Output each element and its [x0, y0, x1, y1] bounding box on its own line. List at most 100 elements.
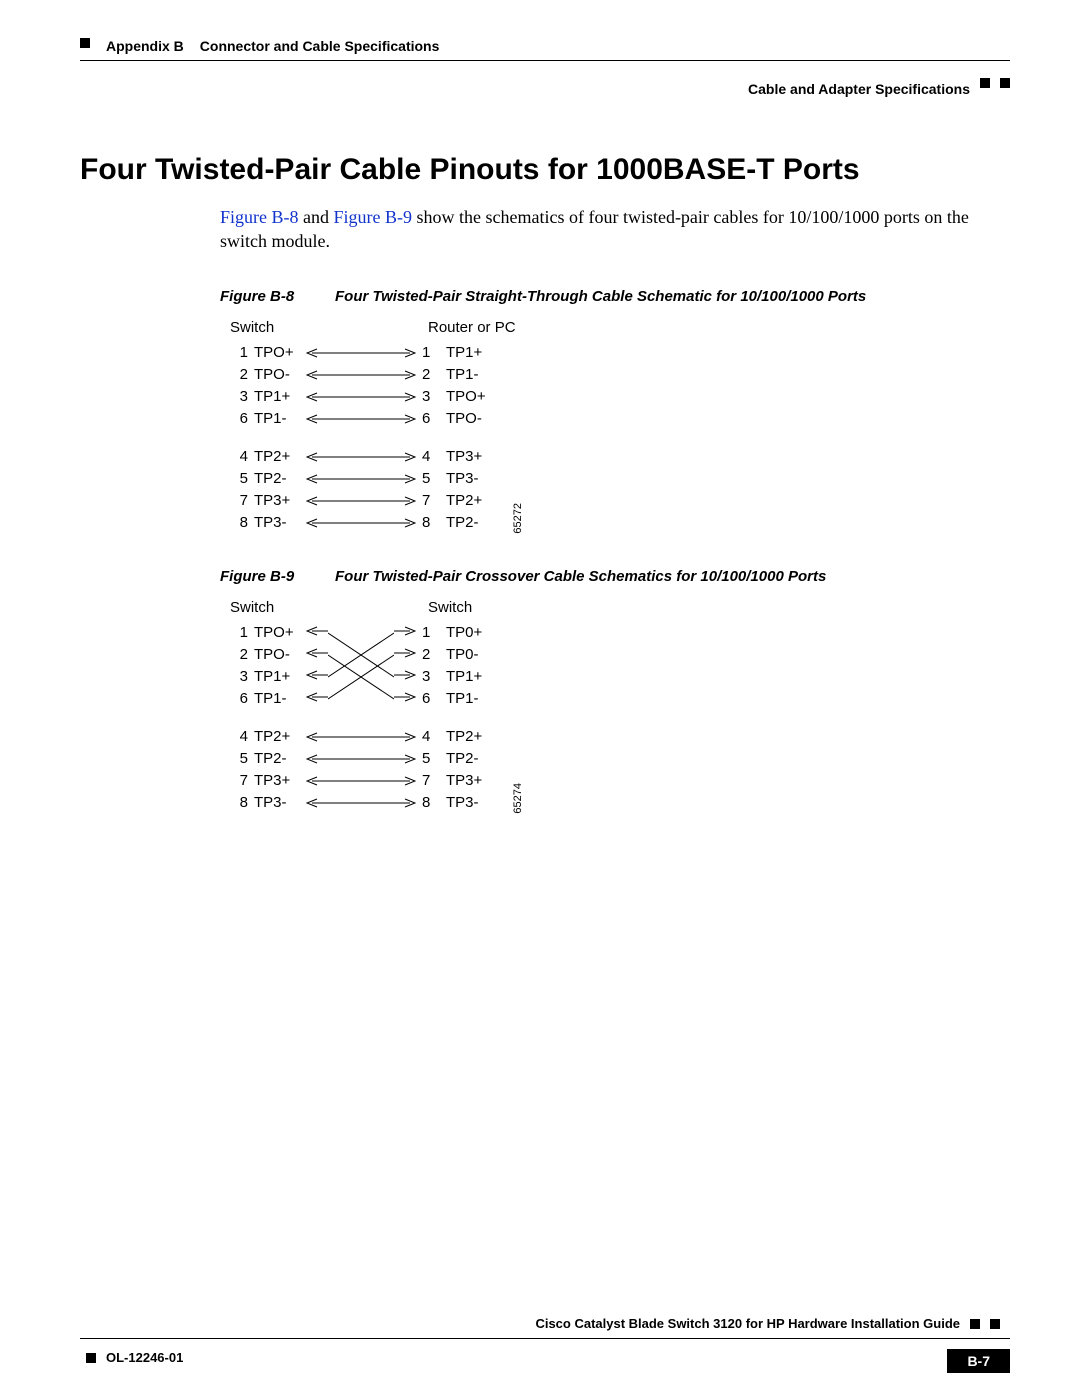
double-arrow-icon — [306, 451, 416, 463]
appendix-label: Appendix B — [106, 38, 184, 54]
right-pin: 2 — [422, 646, 440, 663]
right-signal: TP3- — [446, 470, 506, 487]
xref-figure-b9[interactable]: Figure B-9 — [334, 207, 413, 227]
footer-doc: OL-12246-01 — [106, 1350, 183, 1365]
right-signal: TP1- — [446, 366, 506, 383]
right-signal: TP0+ — [446, 624, 506, 641]
left-signal: TP1- — [254, 410, 306, 427]
left-signal: TP1- — [254, 690, 306, 707]
right-pin: 7 — [422, 772, 440, 789]
right-arrow-icon — [394, 669, 416, 681]
right-signal: TPO- — [446, 410, 506, 427]
left-arrow-icon — [306, 691, 328, 703]
double-arrow-icon — [306, 347, 416, 359]
double-arrow-icon — [306, 473, 416, 485]
header-marker3-icon — [1000, 78, 1010, 88]
double-arrow-icon — [306, 413, 416, 425]
footer-marker3-icon — [86, 1353, 96, 1363]
pin-row: 6TP1- 6TP1- — [230, 688, 1010, 710]
pin-row: 3 TP1+ 3 TPO+ — [230, 386, 1010, 408]
double-arrow-icon — [306, 775, 416, 787]
left-signal: TP1+ — [254, 388, 306, 405]
figure-number: Figure B-8 — [220, 288, 335, 305]
right-signal: TP2- — [446, 750, 506, 767]
figure-number: Figure B-9 — [220, 568, 335, 585]
header-marker2-icon — [980, 78, 990, 88]
footer-rule — [80, 1338, 1010, 1339]
double-arrow-icon — [306, 495, 416, 507]
right-signal: TP1+ — [446, 344, 506, 361]
double-arrow-icon — [306, 753, 416, 765]
pinout-diagram: SwitchRouter or PC1TPO+ 1TP1+2TPO- 2TP1-… — [230, 319, 1010, 534]
left-pin: 6 — [230, 690, 248, 707]
pin-row: 5TP2- 5TP2- — [230, 748, 1010, 770]
right-pin: 8 — [422, 514, 440, 531]
pin-row: 2TPO- 2TP0- — [230, 644, 1010, 666]
chapter-label: Connector and Cable Specifications — [200, 38, 440, 54]
left-signal: TP3+ — [254, 772, 306, 789]
pin-row: 1TPO+ 1TP1+ — [230, 342, 1010, 364]
left-pin: 2 — [230, 366, 248, 383]
right-signal: TP1+ — [446, 668, 506, 685]
left-pin: 4 — [230, 728, 248, 745]
left-pin: 1 — [230, 344, 248, 361]
right-signal: TP3+ — [446, 448, 506, 465]
xref-figure-b8[interactable]: Figure B-8 — [220, 207, 299, 227]
right-pin: 1 — [422, 344, 440, 361]
left-pin: 2 — [230, 646, 248, 663]
left-signal: TP3+ — [254, 492, 306, 509]
figure-title: Four Twisted-Pair Straight-Through Cable… — [335, 288, 866, 305]
figure-caption: Figure B-9Four Twisted-Pair Crossover Ca… — [220, 568, 1010, 585]
left-signal: TP2+ — [254, 728, 306, 745]
pin-row: 4TP2+ 4TP3+ — [230, 446, 1010, 468]
double-arrow-icon — [306, 517, 416, 529]
right-signal: TPO+ — [446, 388, 506, 405]
left-col-header: Switch — [230, 319, 318, 336]
right-pin: 3 — [422, 668, 440, 685]
section-label: Cable and Adapter Specifications — [748, 81, 970, 97]
right-pin: 4 — [422, 728, 440, 745]
figure-ref-id: 65274 — [512, 783, 524, 814]
double-arrow-icon — [306, 797, 416, 809]
double-arrow-icon — [306, 731, 416, 743]
left-arrow-icon — [306, 647, 328, 659]
left-pin: 3 — [230, 388, 248, 405]
figure-caption: Figure B-8Four Twisted-Pair Straight-Thr… — [220, 288, 1010, 305]
footer-left: OL-12246-01 — [86, 1350, 183, 1365]
right-arrow-icon — [394, 647, 416, 659]
left-pin: 5 — [230, 470, 248, 487]
left-arrow-icon — [306, 669, 328, 681]
figure-title: Four Twisted-Pair Crossover Cable Schema… — [335, 568, 826, 585]
pin-row: 8TP3- 8TP2- — [230, 512, 1010, 534]
left-signal: TP1+ — [254, 668, 306, 685]
left-signal: TP2- — [254, 470, 306, 487]
right-pin: 5 — [422, 750, 440, 767]
pin-group: 4TP2+ 4TP2+5TP2- 5TP2-7TP3+ 7TP3+8TP3- 8… — [230, 726, 1010, 814]
right-pin: 3 — [422, 388, 440, 405]
right-signal: TP3- — [446, 794, 506, 811]
intro-mid: and — [299, 207, 334, 227]
left-pin: 7 — [230, 772, 248, 789]
page-title: Four Twisted-Pair Cable Pinouts for 1000… — [80, 153, 1010, 187]
intro-paragraph: Figure B-8 and Figure B-9 show the schem… — [220, 205, 1010, 254]
left-pin: 4 — [230, 448, 248, 465]
footer-guide: Cisco Catalyst Blade Switch 3120 for HP … — [535, 1316, 960, 1331]
right-pin: 8 — [422, 794, 440, 811]
left-pin: 1 — [230, 624, 248, 641]
footer-marker-icon — [970, 1319, 980, 1329]
right-arrow-icon — [394, 691, 416, 703]
pin-row: 1TPO+ 1TP0+ — [230, 622, 1010, 644]
left-arrow-icon — [306, 625, 328, 637]
page-number: B-7 — [947, 1349, 1010, 1373]
right-pin: 2 — [422, 366, 440, 383]
footer-right: Cisco Catalyst Blade Switch 3120 for HP … — [535, 1316, 1000, 1331]
left-signal: TPO+ — [254, 624, 306, 641]
left-col-header: Switch — [230, 599, 318, 616]
right-pin: 7 — [422, 492, 440, 509]
left-signal: TP2- — [254, 750, 306, 767]
right-signal: TP3+ — [446, 772, 506, 789]
pin-row: 6TP1- 6TPO- — [230, 408, 1010, 430]
left-signal: TPO- — [254, 366, 306, 383]
left-signal: TP3- — [254, 514, 306, 531]
right-signal: TP2+ — [446, 728, 506, 745]
